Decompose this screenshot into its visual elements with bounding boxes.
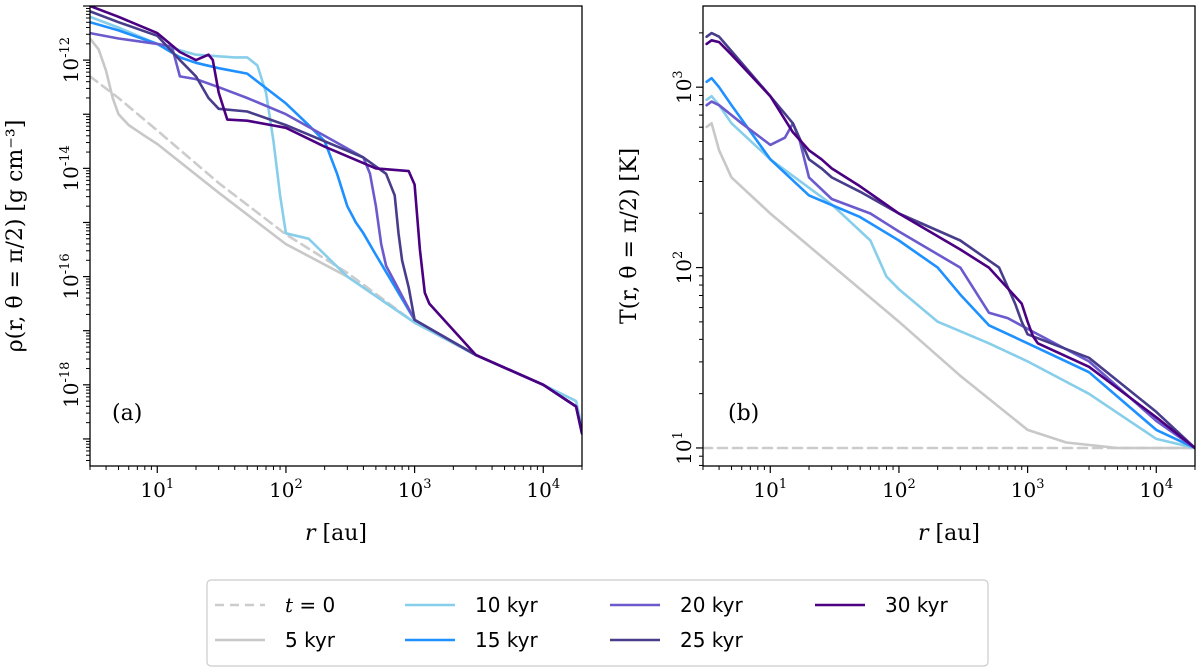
legend-entry-5-kyr: 5 kyr: [215, 628, 336, 652]
temperature-y-ticks: 101 102 103: [671, 32, 703, 466]
density-line-5-kyr: [90, 37, 582, 435]
temperature-y-tick-label: 103: [671, 70, 696, 104]
temperature-line-15-kyr: [705, 76, 1195, 450]
density-series-group: [90, 6, 582, 435]
density-line-25-kyr: [90, 10, 582, 435]
legend-entry-25-kyr: 25 kyr: [610, 628, 744, 652]
legend-label: 10 kyr: [475, 593, 539, 617]
legend-label: t = 0: [285, 593, 335, 617]
panel-label-a: (a): [112, 401, 142, 426]
temperature-line-25-kyr: [705, 31, 1195, 450]
legend-label: 25 kyr: [680, 628, 744, 652]
legend-label: 30 kyr: [885, 593, 949, 617]
panel-label-b: (b): [728, 401, 759, 426]
temperature-y-tick-label: 102: [671, 251, 696, 285]
density-x-tick-label: 103: [398, 477, 432, 502]
legend-entry-20-kyr: 20 kyr: [610, 593, 744, 617]
temperature-x-tick-label: 103: [1011, 477, 1045, 502]
density-x-tick-label: 101: [140, 477, 174, 502]
density-line-t-0: [90, 75, 582, 430]
legend-entry-t-0: t = 0: [215, 593, 335, 617]
density-x-tick-label: 102: [269, 477, 303, 502]
temperature-y-axis-label: T(r, θ = π/2) [K]: [617, 148, 642, 324]
temperature-line-20-kyr: [705, 100, 1195, 450]
density-y-tick-label: 10-14: [58, 145, 83, 191]
density-y-tick-label: 10-16: [58, 253, 83, 299]
legend: t = 0 5 kyr 10 kyr 15 kyr 20 kyr 25 kyr 30 kyr: [206, 579, 989, 667]
temperature-x-ticks: 101 102 103 104: [702, 466, 1196, 502]
legend-box: [206, 579, 989, 667]
legend-label: 20 kyr: [680, 593, 744, 617]
legend-items: t = 0 5 kyr 10 kyr 15 kyr 20 kyr 25 kyr 30 kyr: [215, 593, 949, 652]
temperature-line-30-kyr: [705, 38, 1195, 450]
density-line-15-kyr: [90, 20, 582, 435]
legend-entry-15-kyr: 15 kyr: [405, 628, 539, 652]
temperature-x-tick-label: 102: [882, 477, 916, 502]
legend-label: 5 kyr: [285, 628, 336, 652]
density-plot-frame: [89, 5, 583, 467]
legend-label: 15 kyr: [475, 628, 539, 652]
temperature-line-5-kyr: [705, 122, 1195, 450]
density-x-tick-label: 104: [526, 477, 560, 502]
density-x-axis-label: r [au]: [305, 521, 367, 546]
density-line-20-kyr: [90, 31, 582, 435]
density-x-ticks: 101 102 103 104: [89, 466, 583, 502]
density-y-ticks: 10-12 10-14 10-16 10-18: [58, 5, 90, 461]
legend-entry-10-kyr: 10 kyr: [405, 593, 539, 617]
temperature-panel: 101 102 103 104 101 102 103 (b) r [au] T(r, θ…: [617, 5, 1196, 546]
density-y-tick-label: 10-12: [58, 37, 83, 83]
density-line-10-kyr: [90, 15, 582, 430]
density-panel: 101 102 103 104 10-12 10-14 10-16 10-18 (a) r …: [3, 5, 583, 546]
temperature-series-group: [703, 31, 1195, 450]
temperature-x-tick-label: 101: [753, 477, 787, 502]
temperature-y-tick-label: 101: [671, 431, 696, 465]
temperature-x-axis-label: r [au]: [918, 521, 980, 546]
legend-entry-30-kyr: 30 kyr: [815, 593, 949, 617]
density-y-tick-label: 10-18: [58, 362, 83, 408]
temperature-plot-frame: [702, 5, 1196, 467]
temperature-x-tick-label: 104: [1139, 477, 1173, 502]
density-y-axis-label: ρ(r, θ = π/2) [g cm⁻³]: [3, 120, 28, 353]
temperature-line-10-kyr: [705, 94, 1195, 450]
density-line-30-kyr: [90, 6, 582, 435]
